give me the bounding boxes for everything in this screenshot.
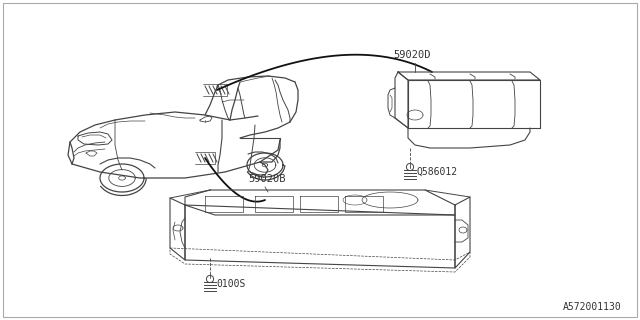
Text: A572001130: A572001130 (563, 302, 622, 312)
Text: 59020D: 59020D (393, 50, 431, 60)
Text: Q586012: Q586012 (416, 167, 457, 177)
Text: 0100S: 0100S (216, 279, 245, 289)
Text: 59020B: 59020B (248, 174, 285, 184)
